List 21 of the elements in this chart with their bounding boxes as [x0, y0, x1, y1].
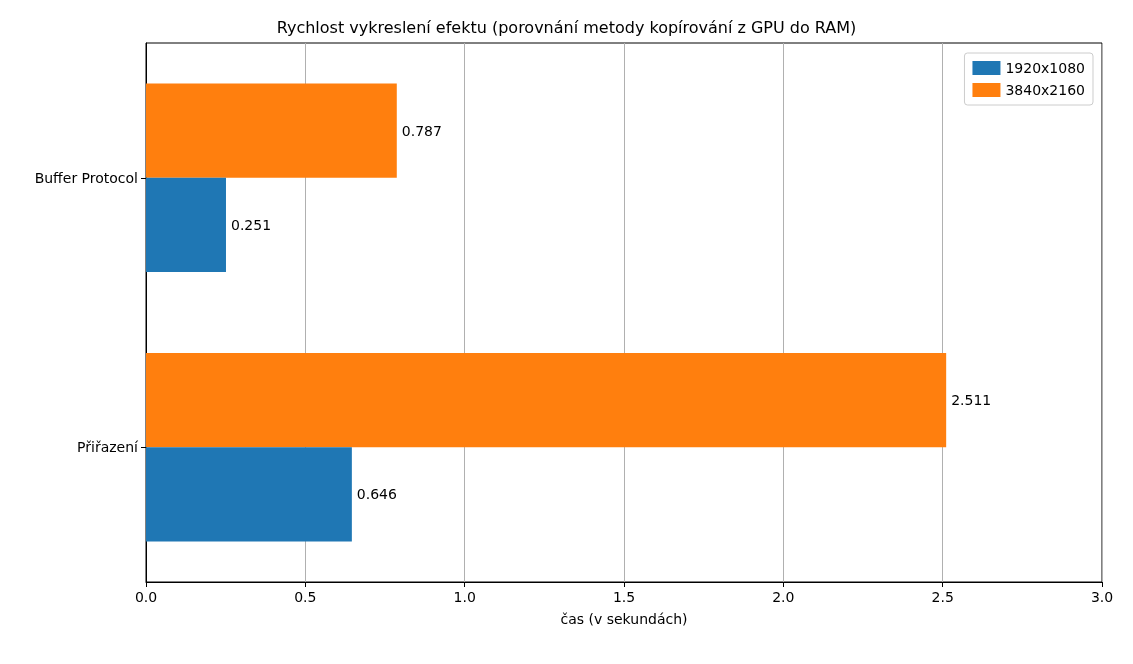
y-tick-label: Přiřazení	[77, 439, 140, 456]
legend-label: 1920x1080	[1005, 60, 1085, 76]
bar	[146, 177, 226, 273]
legend-label: 3840x2160	[1005, 82, 1085, 98]
x-tick-label: 1.5	[612, 589, 636, 605]
x-tick-label: 2.0	[772, 589, 795, 605]
bar	[146, 83, 397, 178]
y-tick-label: Buffer Protocol	[34, 169, 138, 186]
x-tick-label: 3.0	[1090, 589, 1114, 605]
data-label: 0.787	[401, 122, 442, 139]
x-tick-label: 1.0	[453, 589, 476, 605]
x-tick-label: 0.5	[294, 589, 317, 605]
data-label: 2.511	[951, 392, 992, 409]
data-label: 0.251	[230, 216, 272, 233]
chart-title: Rychlost vykreslení efektu (porovnání metody kopírování z GPU do RAM)	[276, 17, 857, 37]
x-tick-label: 0.0	[134, 589, 158, 605]
bar	[146, 447, 352, 542]
data-label: 0.646	[356, 486, 398, 503]
x-axis-title: čas (v sekundách)	[560, 611, 688, 627]
bar	[146, 352, 947, 448]
x-tick-label: 2.5	[931, 589, 954, 605]
